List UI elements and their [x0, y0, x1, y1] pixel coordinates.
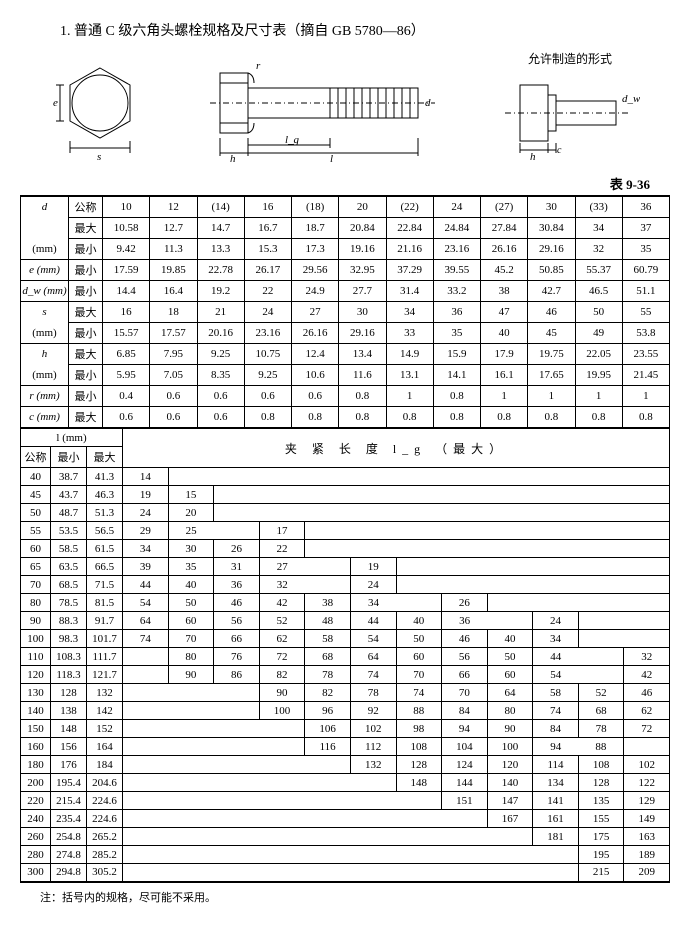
diagram-hex-front: e s [50, 53, 150, 163]
svg-text:r: r [256, 60, 261, 72]
svg-text:s: s [97, 151, 101, 163]
svg-text:l: l [330, 153, 333, 163]
diagram-alt-form: d_w h c [500, 67, 640, 162]
allow-label: 允许制造的形式 [500, 50, 640, 67]
spec-table: d公称1012(14)16(18)20(22)24(27)30(33)36最大1… [20, 195, 670, 428]
svg-text:h: h [230, 153, 236, 163]
diagram-row: e s r d l_g h l 允 [20, 50, 670, 166]
svg-text:e: e [53, 97, 58, 109]
svg-text:c: c [557, 145, 562, 156]
svg-text:h: h [530, 151, 536, 162]
table-number: 表 9-36 [20, 174, 650, 193]
svg-text:d: d [425, 97, 431, 109]
diagram-bolt-side: r d l_g h l [210, 53, 440, 163]
svg-text:d_w: d_w [622, 93, 640, 105]
footnote: 注：括号内的规格，尽可能不采用。 [20, 889, 670, 905]
clamp-table: l (mm)夹 紧 长 度 l_g （最大）公称最小最大4038.741.314… [20, 428, 670, 883]
svg-text:l_g: l_g [285, 134, 300, 146]
page-title: 1. 普通 C 级六角头螺栓规格及尺寸表（摘自 GB 5780—86） [20, 20, 670, 40]
